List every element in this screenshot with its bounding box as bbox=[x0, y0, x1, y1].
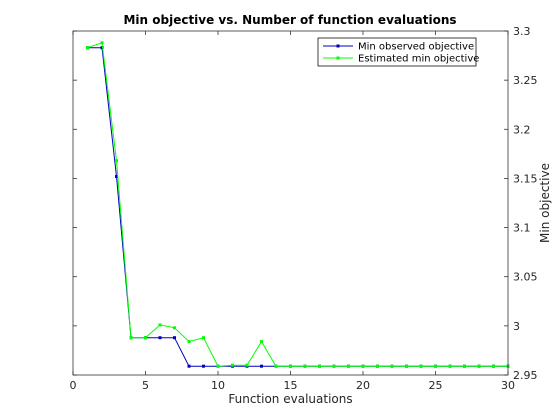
axis-layer: 0 5 10 15 20 25 302.95 3 3.05 3.1 3.15 3.2 3.25 3.3 bbox=[70, 25, 538, 392]
x-tick-label: 25 bbox=[429, 379, 443, 392]
x-tick-label: 20 bbox=[356, 379, 370, 392]
data-point bbox=[202, 364, 205, 368]
data-point bbox=[347, 364, 350, 368]
data-point bbox=[158, 336, 162, 340]
data-point bbox=[100, 41, 104, 45]
data-point bbox=[405, 364, 408, 368]
x-tick-label: 5 bbox=[142, 379, 149, 392]
data-point bbox=[187, 340, 191, 344]
y-tick-label: 3.25 bbox=[513, 74, 538, 87]
data-point bbox=[303, 364, 307, 368]
series-line-1 bbox=[87, 42, 508, 367]
y-tick-label: 3 bbox=[513, 320, 520, 333]
data-point bbox=[448, 364, 452, 368]
y-axis-label: Min objective bbox=[538, 163, 552, 243]
x-tick-label: 10 bbox=[211, 379, 225, 392]
data-point bbox=[129, 336, 133, 340]
y-tick-label: 2.95 bbox=[513, 369, 538, 382]
data-point bbox=[419, 364, 423, 368]
x-tick-label: 0 bbox=[70, 379, 77, 392]
legend-marker-min-observed bbox=[336, 44, 340, 48]
chart-title: Min objective vs. Number of function eva… bbox=[123, 13, 456, 27]
data-point bbox=[260, 340, 263, 344]
data-point bbox=[115, 159, 118, 163]
data-point bbox=[100, 46, 104, 50]
data-point bbox=[361, 364, 365, 368]
x-tick-label: 15 bbox=[284, 379, 298, 392]
data-point bbox=[289, 364, 292, 368]
data-point bbox=[144, 336, 147, 340]
legend-entry-estimated: Estimated min objective bbox=[358, 54, 479, 65]
legend-entry-min-observed: Min observed objective bbox=[358, 42, 474, 53]
legend-box bbox=[317, 37, 477, 67]
data-point bbox=[173, 326, 176, 330]
data-point bbox=[202, 336, 205, 340]
plot-area bbox=[73, 31, 508, 375]
data-point bbox=[231, 363, 234, 367]
data-point bbox=[318, 364, 321, 368]
data-point bbox=[187, 364, 191, 368]
legend: Min observed objective Estimated min obj… bbox=[317, 37, 479, 67]
y-tick-label: 3.05 bbox=[513, 271, 538, 284]
x-tick-label: 30 bbox=[501, 379, 515, 392]
data-point bbox=[332, 364, 336, 368]
data-point bbox=[158, 323, 162, 327]
data-point bbox=[492, 364, 495, 368]
y-tick-label: 3.3 bbox=[513, 25, 531, 38]
data-point bbox=[376, 364, 379, 368]
y-tick-label: 3.1 bbox=[513, 222, 531, 235]
legend-marker-estimated bbox=[336, 56, 340, 60]
data-point bbox=[245, 363, 249, 367]
data-point bbox=[115, 175, 118, 178]
data-point bbox=[434, 364, 437, 368]
y-tick-label: 3.2 bbox=[513, 123, 531, 136]
data-point bbox=[216, 364, 220, 368]
data-point bbox=[86, 46, 89, 50]
data-point bbox=[390, 364, 394, 368]
x-axis-label: Function evaluations bbox=[228, 392, 352, 406]
data-point bbox=[477, 364, 481, 368]
data-point bbox=[173, 336, 176, 340]
data-point bbox=[274, 364, 278, 368]
y-tick-label: 3.15 bbox=[513, 172, 538, 185]
data-point bbox=[260, 364, 263, 368]
data-point bbox=[463, 364, 466, 368]
